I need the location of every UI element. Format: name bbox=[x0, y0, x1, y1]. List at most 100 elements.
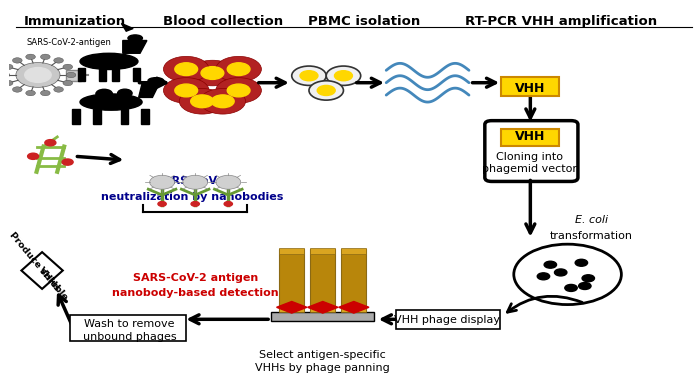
Circle shape bbox=[190, 95, 214, 108]
Text: Wash to remove: Wash to remove bbox=[85, 319, 175, 328]
Ellipse shape bbox=[80, 53, 138, 69]
Circle shape bbox=[201, 67, 224, 80]
FancyBboxPatch shape bbox=[500, 129, 559, 146]
FancyBboxPatch shape bbox=[78, 68, 85, 81]
FancyBboxPatch shape bbox=[342, 308, 366, 312]
Text: VHHs by phage panning: VHHs by phage panning bbox=[256, 363, 390, 374]
Polygon shape bbox=[339, 301, 369, 313]
Circle shape bbox=[4, 64, 13, 69]
Circle shape bbox=[224, 202, 232, 206]
Circle shape bbox=[179, 89, 225, 114]
Text: SARS-CoV-2-antigen: SARS-CoV-2-antigen bbox=[26, 37, 111, 46]
Circle shape bbox=[41, 90, 50, 96]
FancyBboxPatch shape bbox=[485, 121, 578, 181]
Circle shape bbox=[335, 71, 352, 81]
Circle shape bbox=[565, 284, 578, 291]
FancyBboxPatch shape bbox=[120, 110, 128, 124]
Circle shape bbox=[175, 63, 197, 76]
FancyBboxPatch shape bbox=[279, 308, 304, 312]
FancyBboxPatch shape bbox=[66, 70, 80, 81]
Circle shape bbox=[164, 78, 209, 103]
FancyBboxPatch shape bbox=[271, 312, 375, 321]
Ellipse shape bbox=[148, 78, 164, 84]
Circle shape bbox=[27, 153, 38, 160]
FancyBboxPatch shape bbox=[141, 110, 149, 124]
Polygon shape bbox=[276, 301, 307, 313]
Circle shape bbox=[26, 54, 36, 60]
Ellipse shape bbox=[118, 89, 132, 97]
Circle shape bbox=[544, 261, 556, 268]
Circle shape bbox=[54, 87, 64, 92]
Circle shape bbox=[158, 202, 166, 206]
Text: nanobody-based detection: nanobody-based detection bbox=[112, 287, 279, 298]
Text: transformation: transformation bbox=[550, 230, 634, 241]
Text: VHH phage display: VHH phage display bbox=[394, 315, 500, 325]
Ellipse shape bbox=[80, 94, 142, 110]
Text: Select antigen-specific: Select antigen-specific bbox=[260, 349, 386, 360]
Circle shape bbox=[300, 71, 318, 81]
Text: neutralization by nanobodies: neutralization by nanobodies bbox=[101, 192, 283, 202]
Circle shape bbox=[200, 89, 246, 114]
FancyBboxPatch shape bbox=[99, 68, 106, 81]
Ellipse shape bbox=[128, 35, 142, 41]
FancyBboxPatch shape bbox=[342, 248, 366, 254]
Circle shape bbox=[63, 80, 73, 86]
Text: SARS-CoV-2: SARS-CoV-2 bbox=[155, 176, 229, 186]
Text: RT-PCR VHH amplification: RT-PCR VHH amplification bbox=[465, 15, 657, 28]
Circle shape bbox=[554, 269, 567, 276]
Circle shape bbox=[54, 58, 64, 63]
FancyBboxPatch shape bbox=[113, 68, 119, 81]
Circle shape bbox=[0, 72, 10, 78]
FancyBboxPatch shape bbox=[310, 248, 335, 254]
Text: Produce soluble: Produce soluble bbox=[8, 231, 69, 302]
Text: phagemid vector: phagemid vector bbox=[482, 164, 578, 174]
Text: SARS-CoV-2 antigen: SARS-CoV-2 antigen bbox=[132, 273, 258, 283]
FancyBboxPatch shape bbox=[310, 308, 335, 312]
Circle shape bbox=[582, 275, 594, 282]
Circle shape bbox=[191, 202, 200, 206]
Circle shape bbox=[62, 159, 73, 165]
Text: E. coli: E. coli bbox=[575, 215, 608, 225]
Circle shape bbox=[216, 57, 261, 82]
FancyBboxPatch shape bbox=[72, 110, 80, 124]
Circle shape bbox=[13, 58, 22, 63]
Text: VHHs: VHHs bbox=[36, 265, 62, 293]
Circle shape bbox=[66, 72, 76, 78]
Text: VHH: VHH bbox=[514, 82, 545, 95]
Circle shape bbox=[16, 62, 60, 87]
Text: Immunization: Immunization bbox=[23, 15, 125, 28]
Text: VHH: VHH bbox=[514, 130, 545, 144]
Circle shape bbox=[63, 64, 73, 69]
Circle shape bbox=[41, 54, 50, 60]
Circle shape bbox=[26, 90, 36, 96]
Circle shape bbox=[228, 84, 250, 97]
Circle shape bbox=[216, 175, 241, 189]
FancyBboxPatch shape bbox=[501, 77, 559, 96]
Polygon shape bbox=[307, 301, 338, 313]
Circle shape bbox=[579, 282, 591, 289]
Circle shape bbox=[514, 244, 622, 305]
FancyBboxPatch shape bbox=[396, 310, 500, 329]
FancyBboxPatch shape bbox=[310, 249, 335, 311]
Circle shape bbox=[211, 95, 234, 108]
Circle shape bbox=[183, 175, 208, 189]
Circle shape bbox=[190, 60, 235, 86]
FancyBboxPatch shape bbox=[93, 110, 101, 124]
FancyBboxPatch shape bbox=[342, 249, 366, 311]
FancyBboxPatch shape bbox=[279, 249, 304, 311]
Circle shape bbox=[13, 87, 22, 92]
Ellipse shape bbox=[96, 89, 113, 99]
Circle shape bbox=[292, 66, 326, 85]
Circle shape bbox=[216, 78, 261, 103]
Circle shape bbox=[164, 57, 209, 82]
Circle shape bbox=[537, 273, 550, 280]
FancyBboxPatch shape bbox=[133, 68, 140, 81]
Circle shape bbox=[326, 66, 361, 85]
Circle shape bbox=[4, 80, 13, 86]
Circle shape bbox=[25, 67, 51, 82]
Circle shape bbox=[150, 175, 174, 189]
FancyBboxPatch shape bbox=[279, 248, 304, 254]
Circle shape bbox=[45, 140, 56, 146]
Circle shape bbox=[175, 84, 197, 97]
Text: unbound phages: unbound phages bbox=[83, 333, 176, 342]
